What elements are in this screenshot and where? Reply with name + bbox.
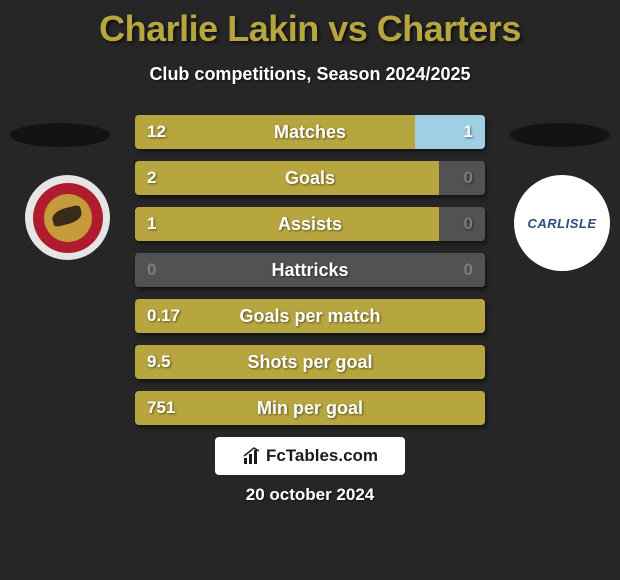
stat-left-value: 12 <box>135 115 415 149</box>
walsall-bird-icon <box>50 204 83 227</box>
date-label: 20 october 2024 <box>0 485 620 505</box>
stat-row: 9.5Shots per goal <box>135 345 485 379</box>
left-player-shadow <box>10 123 110 147</box>
right-player-shadow <box>510 123 610 147</box>
stat-right-value: 1 <box>415 115 485 149</box>
stat-left-value: 9.5 <box>135 345 485 379</box>
stat-left-value: 0.17 <box>135 299 485 333</box>
stat-empty: 00 <box>135 253 485 287</box>
comparison-chart: CARLISLE 121Matches20Goals10Assists00Hat… <box>0 115 620 425</box>
stat-left-value: 751 <box>135 391 485 425</box>
left-team-badge <box>25 175 110 260</box>
stat-rows: 121Matches20Goals10Assists00Hattricks0.1… <box>135 115 485 425</box>
page-title: Charlie Lakin vs Charters <box>0 0 620 50</box>
stat-right-value: 0 <box>439 207 485 241</box>
stat-row: 10Assists <box>135 207 485 241</box>
walsall-core <box>44 194 92 242</box>
stat-right-value: 0 <box>464 260 473 280</box>
fctables-text: FcTables.com <box>266 446 378 466</box>
stat-left-value: 2 <box>135 161 439 195</box>
stat-left-value: 1 <box>135 207 439 241</box>
stat-row: 20Goals <box>135 161 485 195</box>
stat-row: 751Min per goal <box>135 391 485 425</box>
chart-icon <box>242 446 262 466</box>
stat-right-value: 0 <box>439 161 485 195</box>
right-team-badge: CARLISLE <box>514 175 610 271</box>
walsall-ring <box>33 183 103 253</box>
subtitle: Club competitions, Season 2024/2025 <box>0 64 620 85</box>
carlisle-wordmark: CARLISLE <box>522 213 603 234</box>
stat-left-value: 0 <box>147 260 156 280</box>
fctables-logo: FcTables.com <box>215 437 405 475</box>
stat-row: 0.17Goals per match <box>135 299 485 333</box>
stat-row: 00Hattricks <box>135 253 485 287</box>
stat-row: 121Matches <box>135 115 485 149</box>
